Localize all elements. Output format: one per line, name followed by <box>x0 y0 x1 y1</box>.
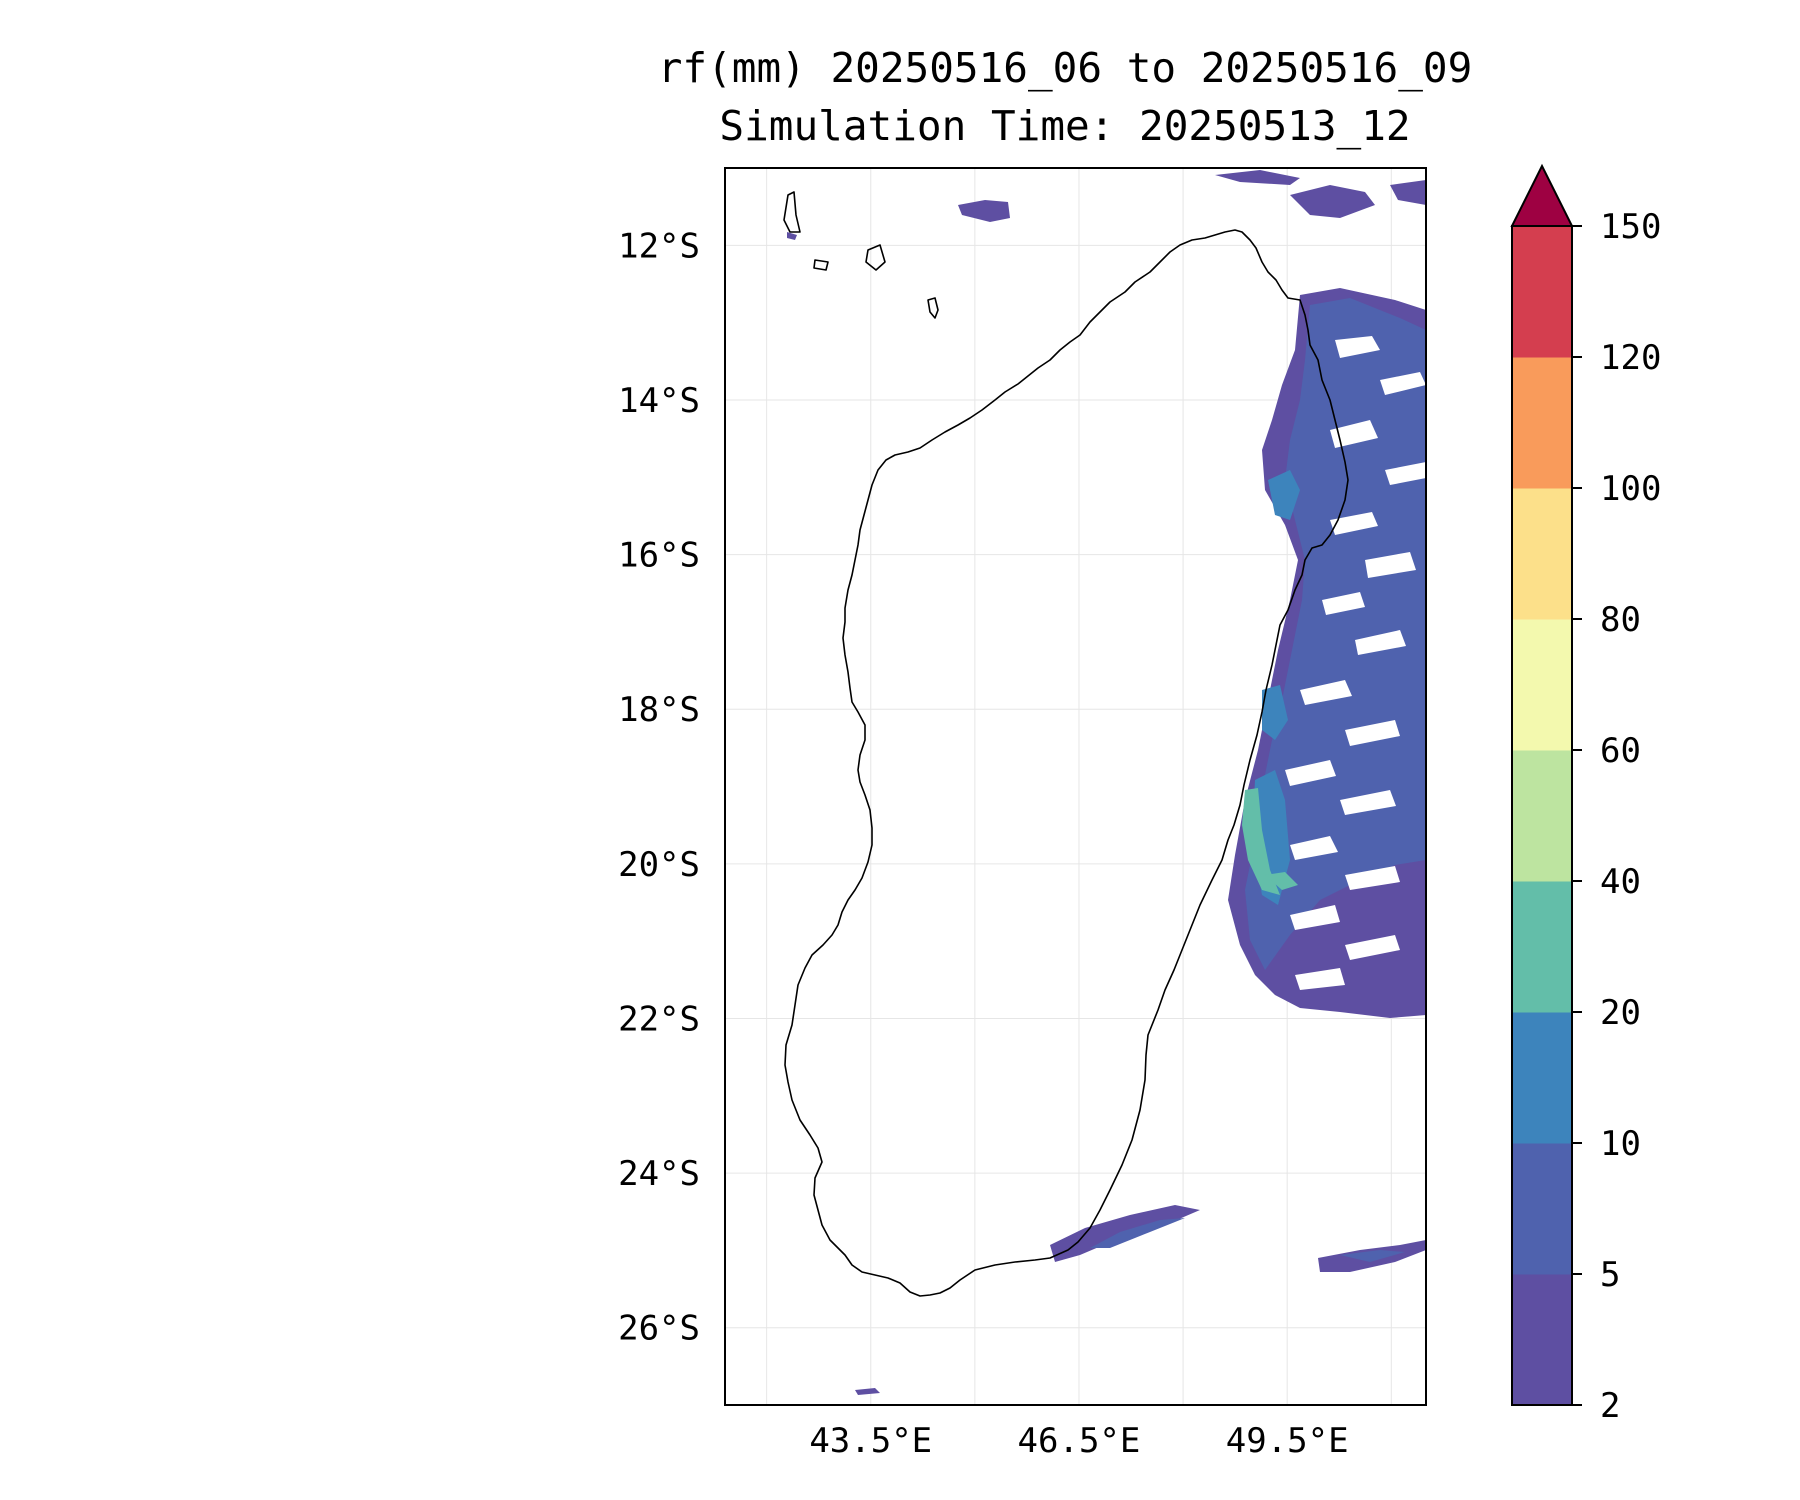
rain-gaps <box>1285 336 1426 990</box>
colorbar-label: 40 <box>1600 862 1641 902</box>
colorbar-label: 5 <box>1600 1255 1620 1295</box>
mayotte-coastline <box>927 297 939 319</box>
lon-tick-label: 43.5°E <box>809 1421 932 1461</box>
madagascar-coastline <box>784 229 1349 1297</box>
longitude-labels: 43.5°E 46.5°E 49.5°E <box>809 1421 1348 1461</box>
title-line-1: rf(mm) 20250516_06 to 20250516_09 <box>658 44 1473 92</box>
lon-tick-label: 46.5°E <box>1018 1421 1141 1461</box>
colorbar-segment <box>1512 1274 1572 1406</box>
colorbar-segment <box>1512 1143 1572 1275</box>
lat-tick-label: 14°S <box>618 381 700 421</box>
colorbar-segment <box>1512 1012 1572 1144</box>
rain-20-40-band <box>1242 788 1298 895</box>
colorbar-segment <box>1512 619 1572 751</box>
lat-tick-label: 24°S <box>618 1154 700 1194</box>
rainfall-field <box>787 170 1426 1395</box>
map-panel: 12°S14°S16°S18°S20°S22°S24°S26°S 43.5°E 4… <box>618 167 1427 1461</box>
colorbar: 2 5 10 20 40 60 80 100 120 150 <box>1510 163 1661 1426</box>
moheli-coastline <box>813 259 829 271</box>
colorbar-label: 80 <box>1600 600 1641 640</box>
colorbar-extend-arrow <box>1510 163 1574 227</box>
lon-tick-label: 49.5°E <box>1226 1421 1349 1461</box>
lat-tick-label: 20°S <box>618 845 700 885</box>
lat-tick-label: 18°S <box>618 690 700 730</box>
colorbar-segment <box>1512 357 1572 489</box>
lat-tick-label: 16°S <box>618 536 700 576</box>
colorbar-label: 10 <box>1600 1124 1641 1164</box>
anjouan-coastline <box>865 244 886 271</box>
colorbar-segment <box>1512 750 1572 882</box>
latitude-labels: 12°S 14°S 16°S 18°S 20°S 22°S 24°S 26°S <box>618 226 700 1348</box>
lat-tick-label: 22°S <box>618 999 700 1039</box>
title-line-2: Simulation Time: 20250513_12 <box>719 102 1410 150</box>
colorbar-label: 20 <box>1600 993 1641 1033</box>
map-frame <box>724 167 1427 1406</box>
lat-tick-label: 26°S <box>618 1309 700 1349</box>
colorbar-frame <box>1511 225 1573 1406</box>
colorbar-label: 100 <box>1600 469 1661 509</box>
colorbar-label: 120 <box>1600 338 1661 378</box>
colorbar-segment <box>1512 488 1572 620</box>
lat-tick-label: 12°S <box>618 226 700 266</box>
grande-comore-coastline <box>783 191 801 233</box>
colorbar-segment <box>1512 226 1572 358</box>
colorbar-label: 60 <box>1600 731 1641 771</box>
colorbar-label: 2 <box>1600 1386 1620 1426</box>
colorbar-label: 150 <box>1600 207 1661 247</box>
coastline <box>783 191 1349 1297</box>
colorbar-segment <box>1512 881 1572 1013</box>
